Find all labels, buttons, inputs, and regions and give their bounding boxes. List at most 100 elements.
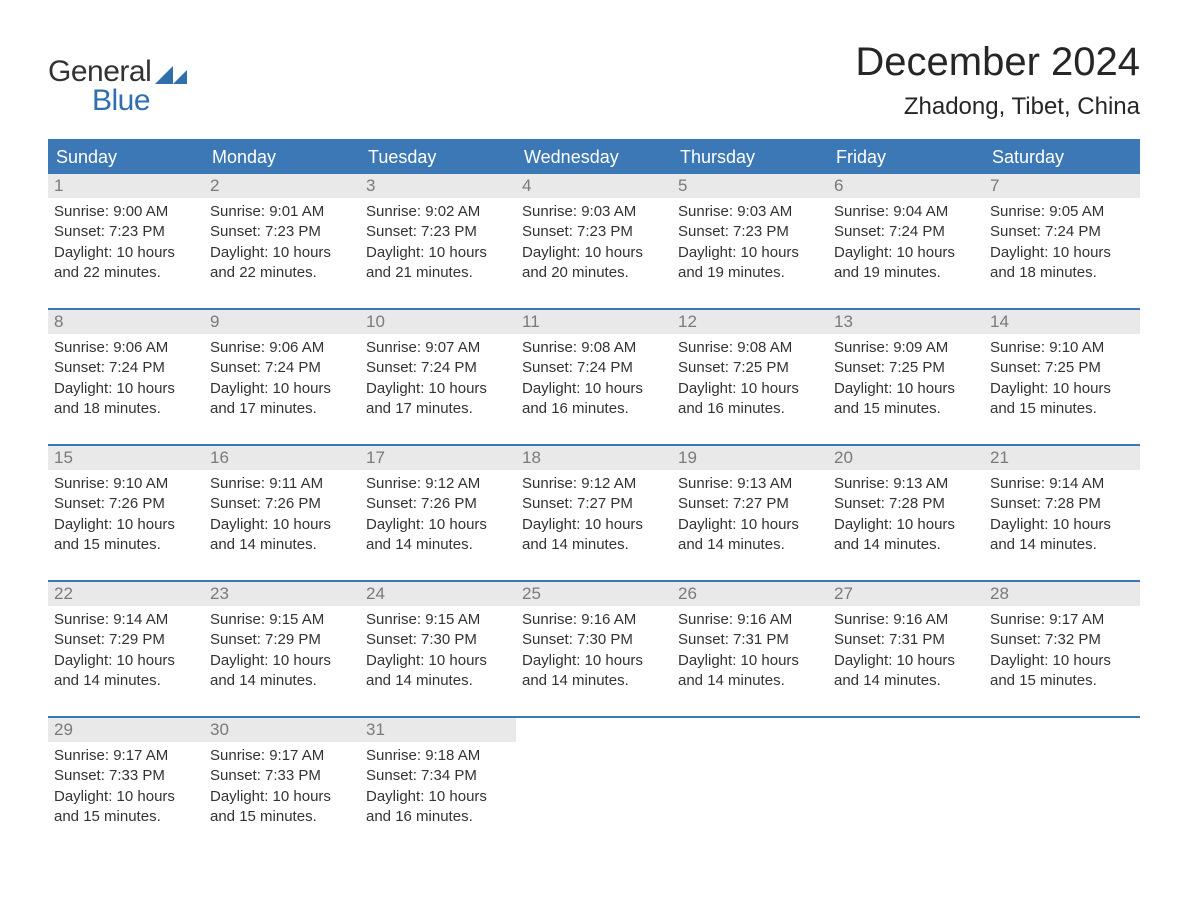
daylight-text: Daylight: 10 hours: [678, 379, 822, 399]
day-content: Sunrise: 9:08 AMSunset: 7:25 PMDaylight:…: [672, 334, 828, 423]
day-number: 19: [672, 446, 828, 470]
sunset-text: Sunset: 7:27 PM: [522, 494, 666, 514]
day-number: 30: [204, 718, 360, 742]
day-cell: [672, 718, 828, 838]
sunset-text: Sunset: 7:34 PM: [366, 766, 510, 786]
day-cell: 28Sunrise: 9:17 AMSunset: 7:32 PMDayligh…: [984, 582, 1140, 702]
day-cell: [516, 718, 672, 838]
daylight-text: Daylight: 10 hours: [366, 243, 510, 263]
weekday-header: Tuesday: [360, 141, 516, 174]
day-content: Sunrise: 9:10 AMSunset: 7:26 PMDaylight:…: [48, 470, 204, 559]
daylight-text: and 15 minutes.: [54, 535, 198, 555]
day-number: 23: [204, 582, 360, 606]
sunrise-text: Sunrise: 9:10 AM: [990, 338, 1134, 358]
daylight-text: and 17 minutes.: [366, 399, 510, 419]
sunrise-text: Sunrise: 9:18 AM: [366, 746, 510, 766]
day-cell: 13Sunrise: 9:09 AMSunset: 7:25 PMDayligh…: [828, 310, 984, 430]
day-number: 26: [672, 582, 828, 606]
day-cell: 1Sunrise: 9:00 AMSunset: 7:23 PMDaylight…: [48, 174, 204, 294]
daylight-text: and 14 minutes.: [366, 671, 510, 691]
day-cell: 17Sunrise: 9:12 AMSunset: 7:26 PMDayligh…: [360, 446, 516, 566]
daylight-text: Daylight: 10 hours: [210, 243, 354, 263]
day-number: 24: [360, 582, 516, 606]
sunset-text: Sunset: 7:26 PM: [210, 494, 354, 514]
daylight-text: and 14 minutes.: [678, 671, 822, 691]
daylight-text: Daylight: 10 hours: [834, 651, 978, 671]
daylight-text: Daylight: 10 hours: [990, 243, 1134, 263]
day-content: Sunrise: 9:16 AMSunset: 7:31 PMDaylight:…: [828, 606, 984, 695]
page-header: General Blue December 2024 Zhadong, Tibe…: [48, 40, 1140, 121]
day-cell: 31Sunrise: 9:18 AMSunset: 7:34 PMDayligh…: [360, 718, 516, 838]
daylight-text: and 15 minutes.: [990, 399, 1134, 419]
week-row: 15Sunrise: 9:10 AMSunset: 7:26 PMDayligh…: [48, 444, 1140, 566]
sunset-text: Sunset: 7:28 PM: [834, 494, 978, 514]
day-number: 10: [360, 310, 516, 334]
sunset-text: Sunset: 7:32 PM: [990, 630, 1134, 650]
day-cell: 29Sunrise: 9:17 AMSunset: 7:33 PMDayligh…: [48, 718, 204, 838]
day-content: Sunrise: 9:10 AMSunset: 7:25 PMDaylight:…: [984, 334, 1140, 423]
sunset-text: Sunset: 7:23 PM: [678, 222, 822, 242]
sunrise-text: Sunrise: 9:10 AM: [54, 474, 198, 494]
day-number: 1: [48, 174, 204, 198]
sunset-text: Sunset: 7:27 PM: [678, 494, 822, 514]
day-cell: 2Sunrise: 9:01 AMSunset: 7:23 PMDaylight…: [204, 174, 360, 294]
day-content: Sunrise: 9:16 AMSunset: 7:30 PMDaylight:…: [516, 606, 672, 695]
day-cell: 3Sunrise: 9:02 AMSunset: 7:23 PMDaylight…: [360, 174, 516, 294]
day-number: 28: [984, 582, 1140, 606]
daylight-text: and 14 minutes.: [834, 671, 978, 691]
day-cell: 4Sunrise: 9:03 AMSunset: 7:23 PMDaylight…: [516, 174, 672, 294]
day-cell: 26Sunrise: 9:16 AMSunset: 7:31 PMDayligh…: [672, 582, 828, 702]
day-number: 17: [360, 446, 516, 470]
day-number: 15: [48, 446, 204, 470]
day-number: 6: [828, 174, 984, 198]
day-cell: [828, 718, 984, 838]
daylight-text: Daylight: 10 hours: [678, 515, 822, 535]
sunset-text: Sunset: 7:23 PM: [210, 222, 354, 242]
day-content: Sunrise: 9:14 AMSunset: 7:29 PMDaylight:…: [48, 606, 204, 695]
daylight-text: Daylight: 10 hours: [54, 379, 198, 399]
day-content: Sunrise: 9:17 AMSunset: 7:33 PMDaylight:…: [204, 742, 360, 831]
day-content: Sunrise: 9:06 AMSunset: 7:24 PMDaylight:…: [48, 334, 204, 423]
daylight-text: and 14 minutes.: [210, 671, 354, 691]
logo-word-blue: Blue: [48, 87, 151, 116]
sunset-text: Sunset: 7:23 PM: [522, 222, 666, 242]
day-cell: 15Sunrise: 9:10 AMSunset: 7:26 PMDayligh…: [48, 446, 204, 566]
sunset-text: Sunset: 7:24 PM: [990, 222, 1134, 242]
daylight-text: Daylight: 10 hours: [990, 379, 1134, 399]
weekday-header: Saturday: [984, 141, 1140, 174]
sunset-text: Sunset: 7:29 PM: [210, 630, 354, 650]
day-cell: 21Sunrise: 9:14 AMSunset: 7:28 PMDayligh…: [984, 446, 1140, 566]
daylight-text: and 18 minutes.: [990, 263, 1134, 283]
day-content: Sunrise: 9:03 AMSunset: 7:23 PMDaylight:…: [672, 198, 828, 287]
sunset-text: Sunset: 7:24 PM: [210, 358, 354, 378]
daylight-text: Daylight: 10 hours: [678, 243, 822, 263]
sunrise-text: Sunrise: 9:01 AM: [210, 202, 354, 222]
sunset-text: Sunset: 7:25 PM: [678, 358, 822, 378]
sunset-text: Sunset: 7:25 PM: [990, 358, 1134, 378]
daylight-text: Daylight: 10 hours: [54, 243, 198, 263]
day-cell: 7Sunrise: 9:05 AMSunset: 7:24 PMDaylight…: [984, 174, 1140, 294]
day-content: Sunrise: 9:03 AMSunset: 7:23 PMDaylight:…: [516, 198, 672, 287]
day-content: Sunrise: 9:13 AMSunset: 7:27 PMDaylight:…: [672, 470, 828, 559]
day-cell: 5Sunrise: 9:03 AMSunset: 7:23 PMDaylight…: [672, 174, 828, 294]
day-cell: 20Sunrise: 9:13 AMSunset: 7:28 PMDayligh…: [828, 446, 984, 566]
daylight-text: and 15 minutes.: [54, 807, 198, 827]
daylight-text: Daylight: 10 hours: [366, 651, 510, 671]
sunrise-text: Sunrise: 9:08 AM: [522, 338, 666, 358]
sunrise-text: Sunrise: 9:17 AM: [990, 610, 1134, 630]
sunrise-text: Sunrise: 9:00 AM: [54, 202, 198, 222]
day-number: 5: [672, 174, 828, 198]
daylight-text: Daylight: 10 hours: [678, 651, 822, 671]
sunset-text: Sunset: 7:25 PM: [834, 358, 978, 378]
logo-word-general: General: [48, 58, 151, 87]
sunset-text: Sunset: 7:30 PM: [366, 630, 510, 650]
sunset-text: Sunset: 7:28 PM: [990, 494, 1134, 514]
sunrise-text: Sunrise: 9:08 AM: [678, 338, 822, 358]
day-number: 14: [984, 310, 1140, 334]
day-cell: 16Sunrise: 9:11 AMSunset: 7:26 PMDayligh…: [204, 446, 360, 566]
day-cell: 24Sunrise: 9:15 AMSunset: 7:30 PMDayligh…: [360, 582, 516, 702]
day-content: Sunrise: 9:11 AMSunset: 7:26 PMDaylight:…: [204, 470, 360, 559]
sunrise-text: Sunrise: 9:03 AM: [522, 202, 666, 222]
sunset-text: Sunset: 7:26 PM: [366, 494, 510, 514]
sunrise-text: Sunrise: 9:14 AM: [990, 474, 1134, 494]
